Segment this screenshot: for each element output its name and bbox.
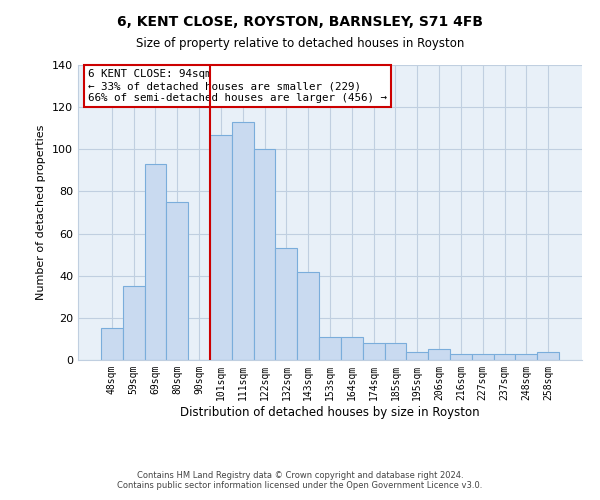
Bar — [101, 328, 123, 360]
Bar — [297, 272, 319, 360]
Bar — [450, 354, 472, 360]
Bar — [232, 122, 254, 360]
Bar — [515, 354, 537, 360]
Bar — [363, 343, 385, 360]
Bar — [275, 248, 297, 360]
Bar — [341, 337, 363, 360]
Text: Size of property relative to detached houses in Royston: Size of property relative to detached ho… — [136, 38, 464, 51]
Bar — [428, 350, 450, 360]
Bar — [494, 354, 515, 360]
Bar — [166, 202, 188, 360]
Bar — [319, 337, 341, 360]
Text: 6 KENT CLOSE: 94sqm
← 33% of detached houses are smaller (229)
66% of semi-detac: 6 KENT CLOSE: 94sqm ← 33% of detached ho… — [88, 70, 387, 102]
Text: Contains HM Land Registry data © Crown copyright and database right 2024.
Contai: Contains HM Land Registry data © Crown c… — [118, 470, 482, 490]
Bar — [385, 343, 406, 360]
Y-axis label: Number of detached properties: Number of detached properties — [37, 125, 46, 300]
Bar — [472, 354, 494, 360]
Bar — [210, 134, 232, 360]
Bar — [254, 150, 275, 360]
Bar — [145, 164, 166, 360]
X-axis label: Distribution of detached houses by size in Royston: Distribution of detached houses by size … — [180, 406, 480, 418]
Bar — [406, 352, 428, 360]
Bar — [537, 352, 559, 360]
Bar — [123, 286, 145, 360]
Text: 6, KENT CLOSE, ROYSTON, BARNSLEY, S71 4FB: 6, KENT CLOSE, ROYSTON, BARNSLEY, S71 4F… — [117, 15, 483, 29]
